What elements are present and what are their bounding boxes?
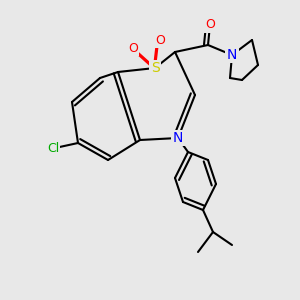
Text: O: O xyxy=(205,19,215,32)
Text: Cl: Cl xyxy=(47,142,59,154)
Text: N: N xyxy=(227,48,237,62)
Text: O: O xyxy=(128,41,138,55)
Text: S: S xyxy=(151,61,159,75)
Text: O: O xyxy=(155,34,165,46)
Text: N: N xyxy=(173,131,183,145)
